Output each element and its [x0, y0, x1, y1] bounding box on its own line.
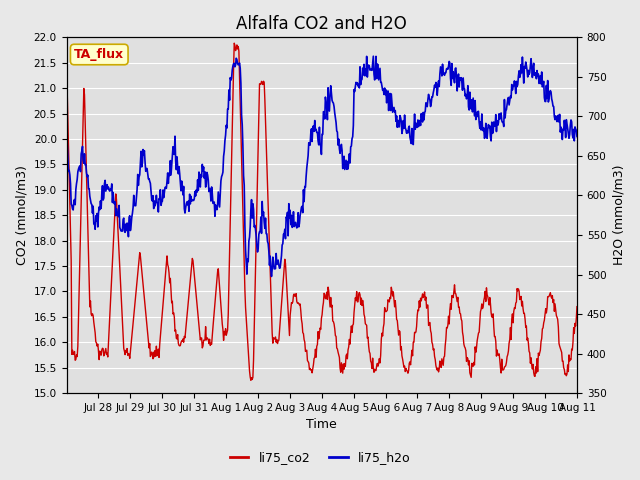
Y-axis label: H2O (mmol/m3): H2O (mmol/m3) [612, 165, 625, 265]
X-axis label: Time: Time [307, 419, 337, 432]
Legend: li75_co2, li75_h2o: li75_co2, li75_h2o [225, 446, 415, 469]
Text: TA_flux: TA_flux [74, 48, 124, 61]
Title: Alfalfa CO2 and H2O: Alfalfa CO2 and H2O [236, 15, 407, 33]
Y-axis label: CO2 (mmol/m3): CO2 (mmol/m3) [15, 165, 28, 265]
